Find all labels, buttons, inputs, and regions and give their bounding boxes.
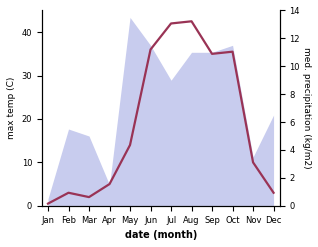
X-axis label: date (month): date (month)	[125, 230, 197, 240]
Y-axis label: max temp (C): max temp (C)	[7, 77, 16, 139]
Y-axis label: med. precipitation (kg/m2): med. precipitation (kg/m2)	[302, 47, 311, 169]
